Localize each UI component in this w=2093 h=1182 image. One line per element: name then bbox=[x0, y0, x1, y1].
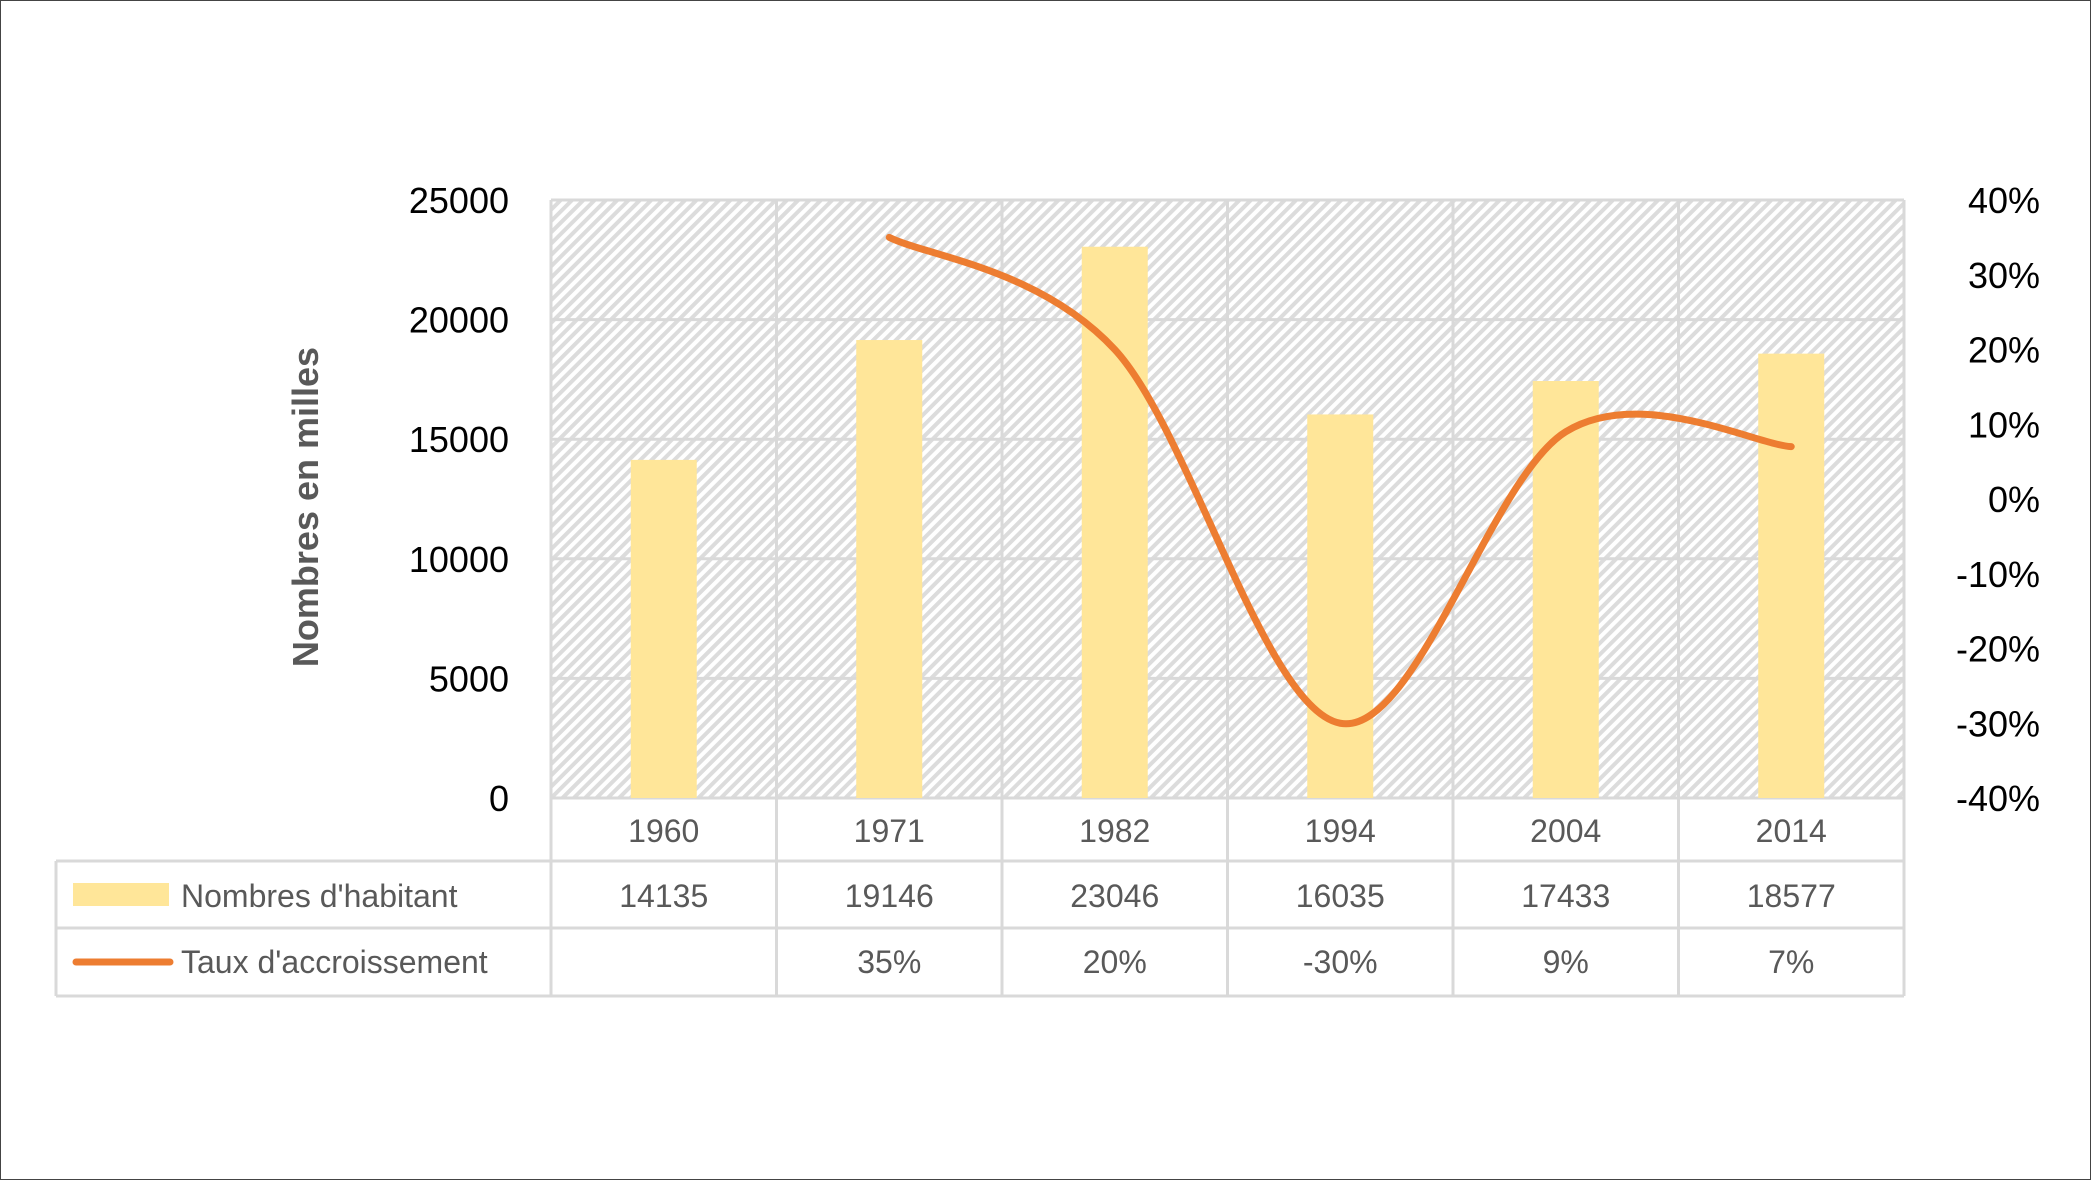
y2-tick-label: -30% bbox=[1956, 703, 2040, 744]
x-tick-label: 1971 bbox=[854, 813, 925, 849]
y-tick-label: 10000 bbox=[409, 539, 509, 580]
table-cell-habitants: 16035 bbox=[1296, 878, 1385, 914]
y2-tick-label: 0% bbox=[1988, 479, 2040, 520]
growth-rate-line bbox=[885, 233, 1795, 727]
y2-tick-label: 20% bbox=[1968, 330, 2040, 371]
y2-tick-label: 40% bbox=[1968, 180, 2040, 221]
x-tick-label: 1994 bbox=[1305, 813, 1376, 849]
y-axis-title: Nombres en milles bbox=[285, 347, 326, 667]
bar bbox=[630, 459, 697, 798]
x-tick-label: 2014 bbox=[1756, 813, 1827, 849]
table-cell-taux: -30% bbox=[1303, 944, 1378, 980]
x-tick-label: 1982 bbox=[1079, 813, 1150, 849]
x-tick-label: 1960 bbox=[628, 813, 699, 849]
y2-tick-label: -10% bbox=[1956, 554, 2040, 595]
y2-tick-label: 10% bbox=[1968, 404, 2040, 445]
y-tick-label: 25000 bbox=[409, 180, 509, 221]
bar bbox=[1081, 246, 1148, 798]
table-cell-taux: 9% bbox=[1543, 944, 1589, 980]
y-tick-label: 15000 bbox=[409, 419, 509, 460]
legend-label-habitants: Nombres d'habitant bbox=[181, 878, 458, 914]
table-cell-habitants: 23046 bbox=[1070, 878, 1159, 914]
x-tick-label: 2004 bbox=[1530, 813, 1601, 849]
legend-label-taux: Taux d'accroissement bbox=[181, 944, 488, 980]
y2-tick-label: -40% bbox=[1956, 778, 2040, 819]
y2-tick-label: -20% bbox=[1956, 629, 2040, 670]
y-tick-label: 5000 bbox=[429, 658, 509, 699]
bar bbox=[1307, 414, 1374, 798]
table-cell-habitants: 17433 bbox=[1521, 878, 1610, 914]
table-cell-taux: 7% bbox=[1768, 944, 1814, 980]
y-tick-label: 20000 bbox=[409, 300, 509, 341]
table-cell-habitants: 14135 bbox=[619, 878, 708, 914]
bar bbox=[856, 340, 923, 798]
y2-tick-label: 30% bbox=[1968, 255, 2040, 296]
y-tick-label: 0 bbox=[489, 778, 509, 819]
table-cell-taux: 35% bbox=[857, 944, 921, 980]
bar bbox=[1532, 381, 1599, 798]
bar bbox=[1758, 353, 1825, 798]
table-cell-taux: 20% bbox=[1083, 944, 1147, 980]
legend-key-bar bbox=[73, 883, 169, 906]
table-cell-habitants: 18577 bbox=[1747, 878, 1836, 914]
table-cell-habitants: 19146 bbox=[845, 878, 934, 914]
